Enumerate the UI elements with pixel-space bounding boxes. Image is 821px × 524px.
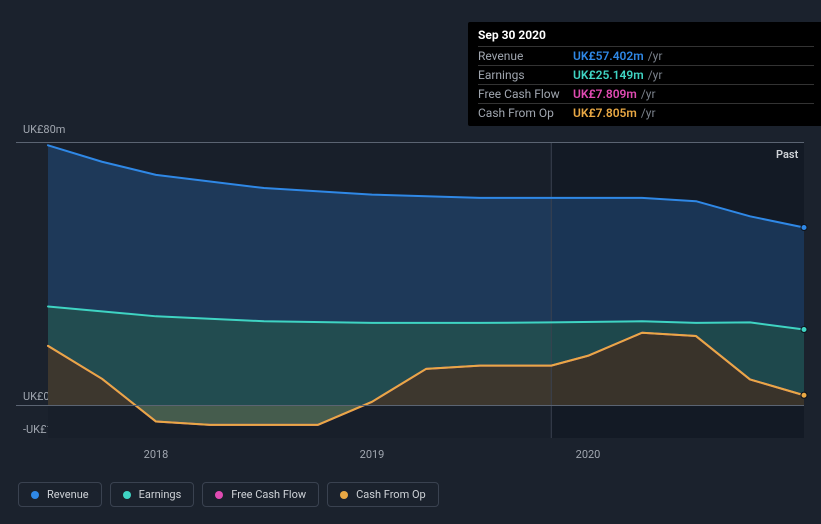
legend-dot-icon	[123, 491, 131, 499]
tooltip-row-value: UK£25.149m	[573, 68, 644, 82]
legend-dot-icon	[31, 491, 39, 499]
y-axis-zero-line	[16, 405, 804, 406]
tooltip-row: RevenueUK£57.402m/yr	[478, 46, 814, 65]
x-axis-label: 2019	[360, 448, 385, 461]
legend-item-label: Cash From Op	[356, 488, 426, 501]
legend-item-earnings[interactable]: Earnings	[110, 482, 195, 507]
tooltip-row-label: Free Cash Flow	[478, 87, 573, 101]
chart-svg	[48, 142, 804, 438]
legend-dot-icon	[340, 491, 348, 499]
tooltip-row-value: UK£57.402m	[573, 49, 644, 63]
legend-item-cash-from-op[interactable]: Cash From Op	[327, 482, 439, 507]
tooltip-row: Free Cash FlowUK£7.809m/yr	[478, 84, 814, 103]
legend-item-label: Free Cash Flow	[231, 488, 306, 501]
y-axis-label: UK£0	[23, 390, 50, 403]
legend-item-label: Earnings	[139, 488, 182, 501]
y-axis-label: UK£80m	[23, 123, 65, 136]
tooltip-row-unit: /yr	[641, 106, 656, 120]
tooltip-row-value: UK£7.809m	[573, 87, 637, 101]
tooltip-row-value: UK£7.805m	[573, 106, 637, 120]
x-axis-label: 2020	[576, 448, 601, 461]
legend: Revenue Earnings Free Cash Flow Cash From O…	[18, 482, 439, 507]
past-label: Past	[776, 148, 798, 161]
chart-plot-area	[48, 142, 804, 438]
chart-container: Sep 30 2020 RevenueUK£57.402m/yrEarnings…	[0, 0, 821, 524]
tooltip-row-unit: /yr	[648, 49, 663, 63]
tooltip-row-unit: /yr	[641, 87, 656, 101]
tooltip-row: EarningsUK£25.149m/yr	[478, 65, 814, 84]
tooltip-row-label: Revenue	[478, 49, 573, 63]
y-axis-top-line	[16, 142, 804, 143]
tooltip-row-label: Earnings	[478, 68, 573, 82]
tooltip-row-label: Cash From Op	[478, 106, 573, 120]
legend-item-revenue[interactable]: Revenue	[18, 482, 102, 507]
tooltip-row: Cash From OpUK£7.805m/yr	[478, 103, 814, 122]
x-axis-label: 2018	[144, 448, 169, 461]
chart-tooltip: Sep 30 2020 RevenueUK£57.402m/yrEarnings…	[468, 22, 821, 126]
legend-item-label: Revenue	[47, 488, 89, 501]
tooltip-date: Sep 30 2020	[478, 28, 814, 46]
legend-item-free-cash-flow[interactable]: Free Cash Flow	[202, 482, 319, 507]
tooltip-row-unit: /yr	[648, 68, 663, 82]
legend-dot-icon	[215, 491, 223, 499]
